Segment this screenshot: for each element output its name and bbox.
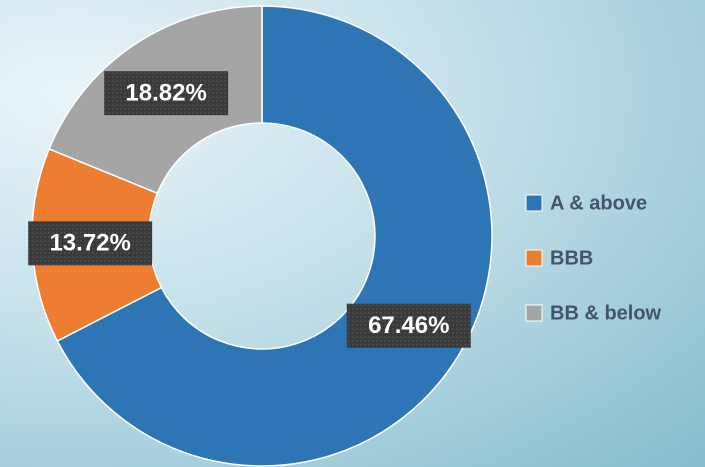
legend-swatch	[525, 249, 543, 267]
legend-label: A & above	[550, 192, 647, 214]
data-label: 13.72%	[49, 230, 130, 257]
donut-slice	[56, 5, 493, 467]
data-label: 67.46%	[368, 312, 449, 339]
legend-label: BB & below	[550, 302, 662, 324]
data-label: 18.82%	[125, 80, 206, 107]
legend-label: BBB	[550, 247, 593, 269]
legend-swatch	[525, 194, 543, 212]
label-box	[104, 71, 229, 116]
legend-swatch	[525, 304, 543, 322]
label-box	[346, 303, 471, 348]
label-box	[28, 221, 153, 266]
